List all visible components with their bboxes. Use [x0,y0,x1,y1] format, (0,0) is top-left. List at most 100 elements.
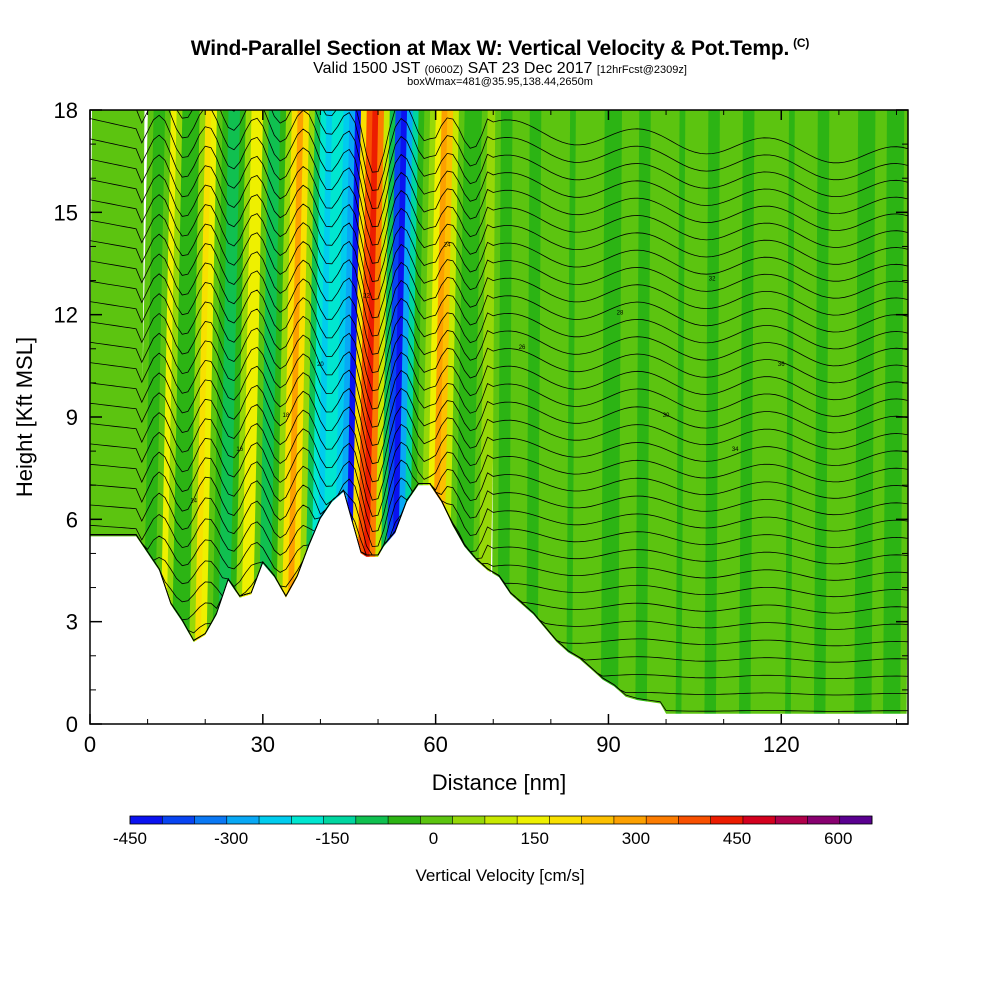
velocity-band [508,110,519,724]
velocity-band [491,110,502,724]
velocity-band [888,110,900,724]
velocity-band [210,110,230,724]
terrain [90,485,908,724]
velocity-band [245,110,264,724]
contour-label: 28 [617,311,624,317]
colorbar-swatch [226,816,260,824]
velocity-band [721,110,733,724]
velocity-band [233,110,253,724]
velocity-band [199,110,218,724]
contour-label: 34 [732,447,739,453]
colorbar-swatch [646,816,679,824]
velocity-band [692,110,704,724]
velocity-band [577,110,589,724]
velocity-band [560,110,571,724]
velocity-band [531,110,542,724]
theta-contour [90,213,908,337]
velocity-band [181,110,201,724]
colorbar-tick-label: 450 [723,829,751,848]
velocity-band [808,110,819,724]
velocity-band [274,110,293,724]
colorbar-tick-label: 600 [824,829,852,848]
velocity-band [646,110,658,724]
velocity-band [802,110,813,724]
velocity-band [675,110,686,724]
colorbar-tick-label: -450 [113,829,147,848]
theta-contour [90,154,908,282]
y-tick-label: 18 [54,98,78,123]
velocity-band [848,110,859,724]
colorbar-tick-label: -150 [315,829,349,848]
theta-contour [90,451,908,548]
theta-contour [90,392,908,501]
colorbar-swatch [517,816,550,824]
theta-contour [90,431,908,532]
velocity-band [842,110,853,724]
velocity-band [228,110,247,724]
box-info-subtitle: boxWmax=481@35.95,138.44,2650m [407,76,593,88]
colorbar-swatch [194,816,228,824]
contour-label: 30 [663,413,670,419]
x-tick-label: 60 [423,732,447,757]
contour-label: 20 [317,362,324,368]
velocity-band [623,110,635,724]
theta-contour [90,114,908,246]
velocity-band [715,110,727,724]
velocity-band [681,110,692,724]
velocity-band [727,110,738,724]
colorbar-swatch [484,816,518,824]
colorbar-swatch [259,816,292,824]
theta-contour [90,273,908,392]
contour-label: 26 [519,345,526,351]
velocity-band [497,110,508,724]
contour-label: 24 [444,242,451,248]
velocity-band [825,110,836,724]
velocity-band [158,110,178,724]
velocity-band [554,110,565,724]
valid-time-subtitle: Valid 1500 JST (0600Z) SAT 23 Dec 2017 [… [313,60,687,77]
velocity-band [520,110,531,724]
velocity-band [641,110,652,724]
theta-contour [90,352,908,465]
velocity-band [268,110,287,724]
velocity-band [831,110,842,724]
velocity-band [744,110,756,724]
velocity-band [222,110,241,724]
theta-contour [90,483,908,565]
theta-contour [90,233,908,355]
contour-label: 36 [778,362,785,368]
velocity-band [629,110,640,724]
colorbar-swatch [839,816,873,824]
velocity-band [779,110,790,724]
velocity-band [617,110,629,724]
theta-contour [90,483,908,581]
velocity-band [187,110,207,724]
theta-contour [90,174,908,301]
colorbar-swatch [710,816,744,824]
velocity-band [854,110,865,724]
colorbar-swatch [130,816,163,824]
theta-contour [90,253,908,374]
x-tick-label: 30 [251,732,275,757]
x-tick-label: 90 [596,732,620,757]
velocity-band [170,110,189,724]
colorbar-tick-label: 0 [429,829,438,848]
velocity-band [600,110,612,724]
velocity-band [710,110,721,724]
velocity-band [669,110,681,724]
theta-contour [322,110,908,173]
colorbar-swatch [323,816,357,824]
colorbar-swatch [162,816,195,824]
y-tick-label: 3 [66,610,78,635]
colorbar-tick-label: 300 [622,829,650,848]
velocity-band [796,110,807,724]
velocity-band [502,110,514,724]
velocity-band [514,110,525,724]
colorbar-tick-label: -300 [214,829,248,848]
velocity-band [583,110,594,724]
theta-contour [90,293,908,410]
velocity-band [589,110,600,724]
potential-temperature-contours: 14 16 18 20 22 24 26 28 30 32 34 36 [90,110,908,712]
velocity-band [204,110,224,724]
colorbar-tick-label: 150 [521,829,549,848]
